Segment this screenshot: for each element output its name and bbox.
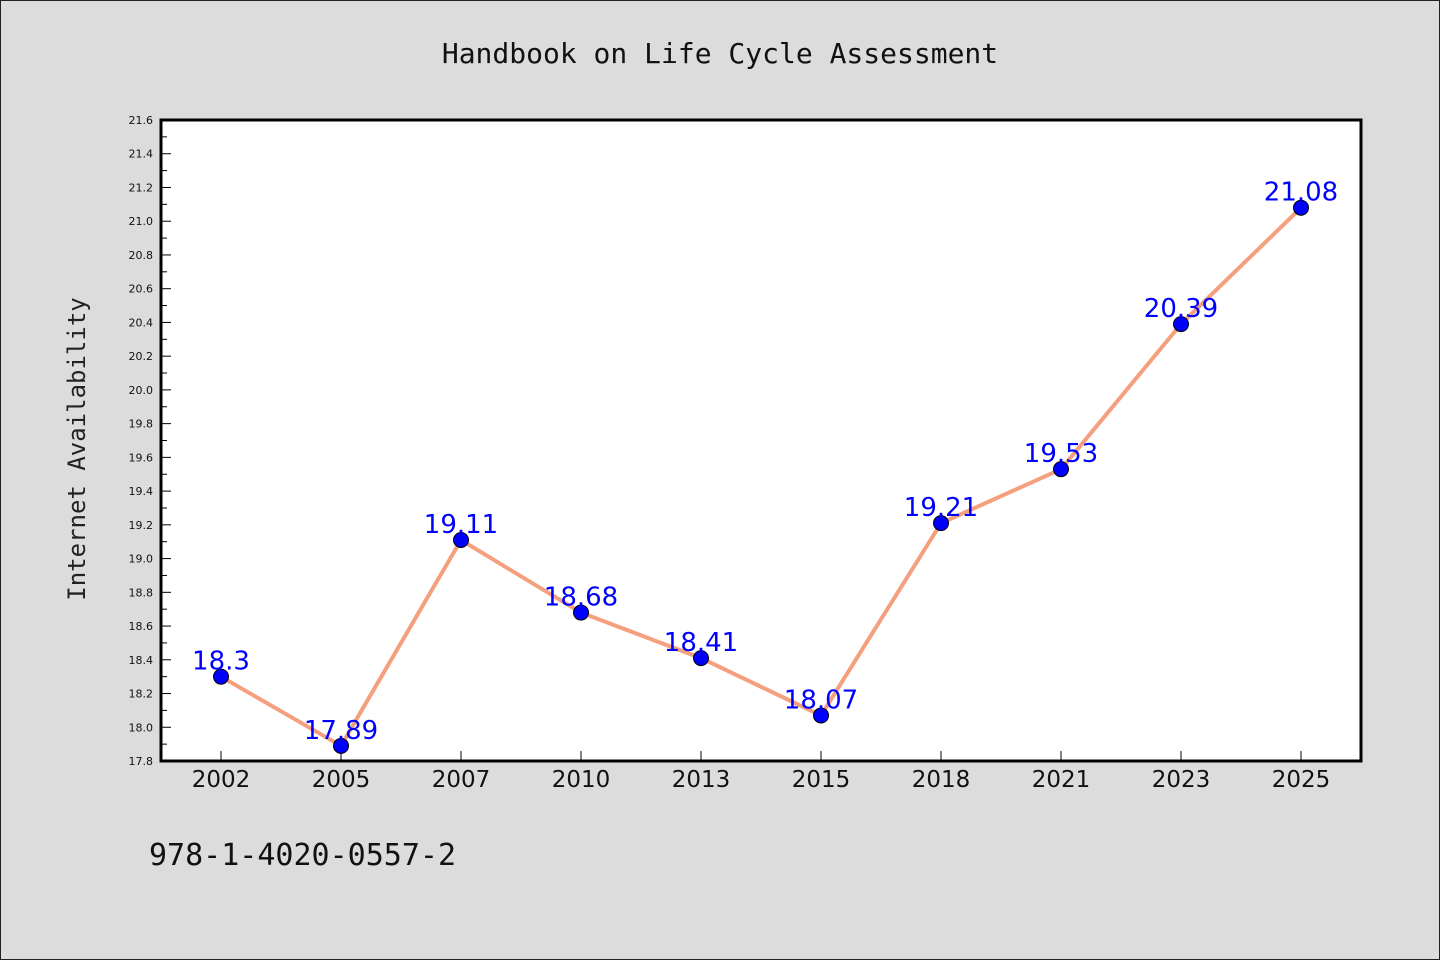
y-tick-label: 19.2 [129, 519, 154, 532]
data-label: 18.3 [192, 647, 250, 677]
data-point [333, 737, 349, 754]
y-tick-label: 21.6 [129, 114, 154, 127]
x-tick-label: 2002 [192, 767, 251, 793]
data-label: 18.68 [544, 583, 618, 613]
data-label: 19.53 [1024, 439, 1098, 469]
x-tick-label: 2010 [552, 767, 611, 793]
isbn-footer: 978-1-4020-0557-2 [149, 838, 456, 873]
data-label: 20.39 [1144, 294, 1218, 324]
data-point [573, 604, 589, 621]
x-tick-label: 2023 [1152, 767, 1211, 793]
y-tick-label: 19.0 [129, 553, 154, 566]
data-label: 19.11 [424, 510, 498, 540]
y-axis-label: Internet Availability [63, 297, 91, 600]
data-point [213, 668, 229, 685]
data-point [1293, 199, 1309, 216]
data-label: 19.21 [904, 493, 978, 523]
data-point [1053, 461, 1069, 478]
y-tick-label: 19.4 [129, 485, 154, 498]
x-tick-label: 2005 [312, 767, 371, 793]
data-label: 21.08 [1264, 178, 1338, 208]
data-label: 17.89 [304, 716, 378, 746]
x-tick-label: 2013 [672, 767, 731, 793]
data-point [693, 650, 709, 667]
chart-title: Handbook on Life Cycle Assessment [442, 37, 998, 70]
plot-area [159, 118, 1363, 763]
data-label: 18.41 [664, 628, 738, 658]
data-point [813, 707, 829, 724]
y-tick-label: 18.2 [129, 688, 154, 701]
data-point [453, 532, 469, 549]
y-tick-label: 21.4 [129, 148, 154, 161]
y-tick-label: 19.8 [129, 418, 154, 431]
x-tick-label: 2015 [792, 767, 851, 793]
x-tick-label: 2025 [1272, 767, 1331, 793]
data-labels: 18.3 17.89 19.11 18.68 18.41 18.07 19.21 19.53 2… [192, 178, 1338, 746]
x-tick-label: 2021 [1032, 767, 1091, 793]
data-point [1173, 316, 1189, 333]
y-tick-label: 20.6 [129, 283, 154, 296]
axis-ticks: 17.8 18.0 18.2 18.4 18.6 18.8 19.0 19.2 19.4 19.6… [129, 114, 1331, 793]
series-line [220, 206, 1303, 748]
series-line-layer [220, 206, 1303, 748]
y-tick-label: 20.0 [129, 384, 154, 397]
data-label: 18.07 [784, 685, 858, 715]
y-tick-label: 18.6 [129, 620, 154, 633]
y-tick-label: 21.0 [129, 215, 154, 228]
y-tick-label: 19.6 [129, 451, 154, 464]
y-tick-label: 18.8 [129, 586, 154, 599]
y-tick-label: 20.2 [129, 350, 154, 363]
x-tick-label: 2018 [912, 767, 971, 793]
y-tick-label: 17.8 [129, 755, 154, 768]
x-tick-label: 2007 [432, 767, 491, 793]
y-tick-label: 18.0 [129, 721, 154, 734]
y-tick-label: 18.4 [129, 654, 154, 667]
series-markers [213, 199, 1309, 754]
y-tick-label: 21.2 [129, 181, 154, 194]
data-point [933, 515, 949, 532]
y-tick-label: 20.8 [129, 249, 154, 262]
y-tick-label: 20.4 [129, 316, 154, 329]
